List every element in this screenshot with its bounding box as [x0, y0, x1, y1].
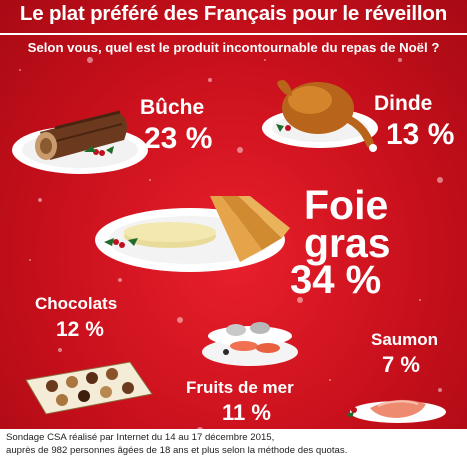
- saumon-illustration: [346, 399, 446, 423]
- sparkle: [264, 59, 266, 61]
- chocolats-illustration: [25, 361, 153, 415]
- sparkle: [149, 179, 151, 181]
- label-chocolats: Chocolats: [35, 294, 118, 313]
- value-fruits-de-mer: 11 %: [222, 400, 271, 425]
- sparkle: [398, 58, 402, 62]
- label-dinde: Dinde: [374, 92, 433, 115]
- sparkle: [29, 259, 31, 261]
- chart-title: Le plat préféré des Français pour le rév…: [19, 2, 448, 25]
- label-fruits-de-mer: Fruits de mer: [186, 378, 294, 397]
- value-buche: 23 %: [144, 122, 213, 155]
- sparkle: [177, 317, 183, 323]
- foie-gras-illustration: [95, 196, 290, 272]
- value-foie-gras: 34 %: [290, 258, 382, 302]
- sparkle: [58, 348, 62, 352]
- label-foie-gras: Foie gras: [304, 182, 391, 266]
- source-note-line-2: auprès de 982 personnes âgées de 18 ans …: [6, 444, 348, 456]
- sparkle: [437, 177, 443, 183]
- sparkle: [297, 297, 303, 303]
- title-divider: [0, 33, 467, 35]
- sparkle: [208, 78, 212, 82]
- fruits-de-mer-illustration: [202, 322, 298, 366]
- value-chocolats: 12 %: [56, 318, 104, 341]
- sparkle: [118, 278, 122, 282]
- sparkle: [419, 299, 421, 301]
- sparkle: [19, 69, 21, 71]
- sparkle: [237, 147, 243, 153]
- buche-illustration: [12, 110, 148, 174]
- source-note: Sondage CSA réalisé par Internet du 14 a…: [0, 429, 467, 467]
- label-saumon: Saumon: [371, 330, 439, 349]
- sparkle: [329, 379, 331, 381]
- sparkle: [38, 198, 42, 202]
- value-dinde: 13 %: [386, 118, 455, 151]
- sparkle: [87, 57, 93, 63]
- sparkle: [438, 388, 442, 392]
- chart-subtitle: Selon vous, quel est le produit incontou…: [27, 40, 440, 55]
- source-note-line-1: Sondage CSA réalisé par Internet du 14 a…: [6, 432, 275, 443]
- value-saumon: 7 %: [382, 352, 420, 377]
- label-buche: Bûche: [140, 96, 205, 119]
- dinde-illustration: [262, 80, 378, 152]
